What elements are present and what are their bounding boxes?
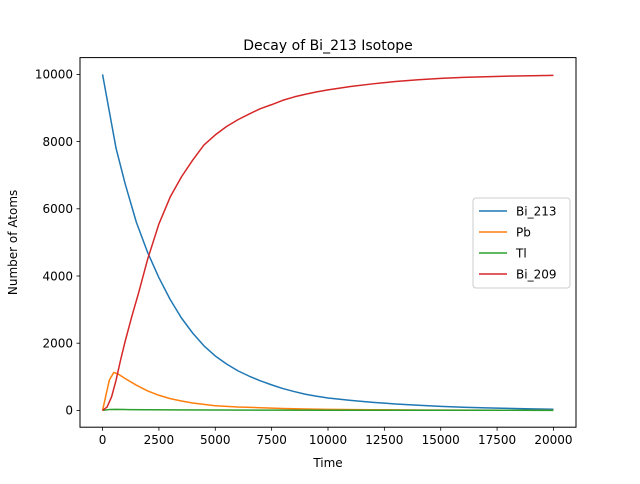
- legend-label: Bi_213: [516, 204, 556, 218]
- x-tick-label: 15000: [422, 433, 460, 447]
- x-tick-label: 2500: [144, 433, 175, 447]
- x-axis-ticks: 0 2500 5000 7500 10000 12500 15000 17500 20000: [99, 427, 573, 447]
- legend-box: [472, 197, 571, 289]
- legend-label: Tl: [515, 246, 527, 260]
- legend: Bi_213 Pb Tl Bi_209: [472, 197, 571, 289]
- y-tick-label: 4000: [42, 269, 73, 283]
- x-tick-label: 5000: [200, 433, 231, 447]
- y-axis-ticks: 0 2000 4000 6000 8000 10000: [35, 68, 80, 418]
- series-line-tl: [102, 408, 554, 412]
- chart-title: Decay of Bi_213 Isotope: [243, 38, 413, 54]
- plot-area: [101, 74, 554, 412]
- y-tick-label: 0: [65, 404, 73, 418]
- x-tick-label: 12500: [365, 433, 403, 447]
- series-line-bi-209: [102, 74, 554, 412]
- x-tick-label: 10000: [309, 433, 347, 447]
- x-tick-label: 7500: [256, 433, 287, 447]
- y-tick-label: 2000: [42, 337, 73, 351]
- y-tick-label: 6000: [42, 202, 73, 216]
- x-tick-label: 17500: [478, 433, 516, 447]
- x-tick-label: 0: [99, 433, 107, 447]
- legend-label: Pb: [516, 225, 531, 239]
- y-tick-label: 10000: [35, 68, 73, 82]
- legend-label: Bi_209: [516, 267, 556, 281]
- x-tick-label: 20000: [534, 433, 572, 447]
- series-line-pb: [101, 371, 554, 412]
- x-axis-label: Time: [312, 456, 342, 470]
- series-line-bi-213: [101, 74, 554, 410]
- y-axis-label: Number of Atoms: [6, 190, 20, 295]
- y-tick-label: 8000: [42, 135, 73, 149]
